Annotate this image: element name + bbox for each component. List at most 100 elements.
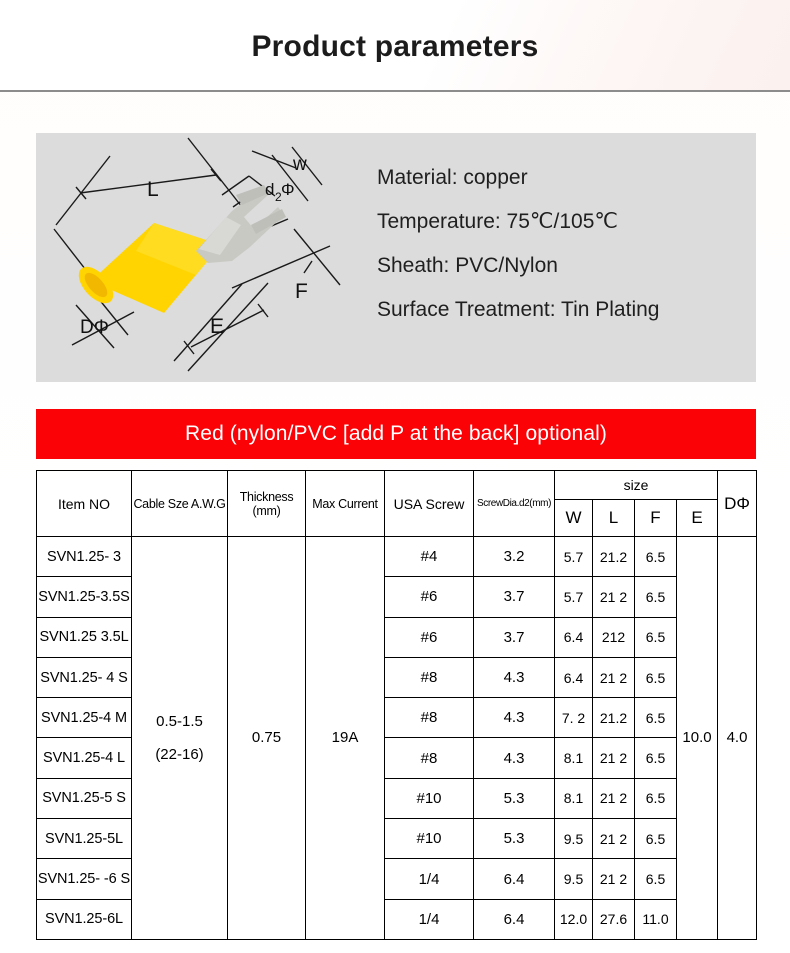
cable-size-awg: (22-16) bbox=[155, 745, 204, 763]
cell-size-w: 5.7 bbox=[554, 576, 593, 618]
cell-item-no: SVN1.25-4 M bbox=[36, 697, 132, 739]
cell-size-l: 21 2 bbox=[592, 576, 635, 618]
cell-usa-screw: #10 bbox=[384, 818, 474, 860]
cell-item-no: SVN1.25- 3 bbox=[36, 535, 132, 578]
header-screw-dia: ScrewDia.d2(mm) bbox=[473, 470, 555, 537]
header-size-w: W bbox=[554, 499, 593, 537]
spec-sheath: Sheath: PVC/Nylon bbox=[377, 254, 558, 277]
label-d-phi: DΦ bbox=[80, 317, 109, 338]
header-divider bbox=[0, 90, 790, 92]
cell-max-current-merged: 19A bbox=[305, 536, 385, 940]
cell-size-f: 6.5 bbox=[634, 656, 677, 699]
cell-item-no: SVN1.25-5L bbox=[36, 818, 132, 860]
cell-size-l: 21.2 bbox=[592, 535, 635, 578]
header-max-current: Max Current bbox=[305, 470, 385, 537]
header-size-e: E bbox=[675, 499, 719, 537]
cell-screw-dia: 4.3 bbox=[473, 656, 555, 699]
cell-size-w: 12.0 bbox=[554, 898, 593, 940]
cell-size-w: 6.4 bbox=[554, 616, 593, 658]
spec-temperature: Temperature: 75℃/105℃ bbox=[377, 210, 618, 233]
cell-size-w: 6.4 bbox=[554, 656, 593, 699]
cell-usa-screw: #8 bbox=[384, 697, 474, 739]
cell-usa-screw: #4 bbox=[384, 535, 474, 578]
cell-item-no: SVN1.25-3.5S bbox=[36, 576, 132, 618]
table-row: SVN1.25- 3 0.5-1.5 (22-16) 0.75 19A #4 3… bbox=[36, 535, 758, 940]
spec-material: Material: copper bbox=[377, 166, 528, 189]
cell-size-l: 21 2 bbox=[592, 777, 635, 820]
cell-size-l: 21 2 bbox=[592, 858, 635, 900]
insulation-barrel bbox=[78, 223, 221, 313]
cell-usa-screw: #10 bbox=[384, 777, 474, 820]
cell-size-w: 7. 2 bbox=[554, 697, 593, 739]
cell-thickness-merged: 0.75 bbox=[227, 536, 306, 940]
label-w: w bbox=[292, 154, 307, 175]
terminal-dimension-diagram: L w d 2 Φ F E DΦ bbox=[36, 133, 376, 382]
cell-usa-screw: #8 bbox=[384, 737, 474, 779]
cell-screw-dia: 5.3 bbox=[473, 777, 555, 820]
banner-text: Red (nylon/PVC [add P at the back] optio… bbox=[185, 422, 607, 445]
cell-size-l: 27.6 bbox=[592, 898, 635, 940]
label-d2-phi: Φ bbox=[281, 180, 295, 199]
cell-screw-dia: 3.7 bbox=[473, 576, 555, 618]
cell-size-l: 21 2 bbox=[592, 737, 635, 779]
label-l: L bbox=[147, 178, 159, 201]
table-row: SVN1.25-5L #10 5.3 9.5 21 2 6.5 bbox=[36, 818, 757, 860]
cell-usa-screw: 1/4 bbox=[384, 898, 474, 940]
header-d-phi: DΦ bbox=[717, 470, 758, 537]
cell-screw-dia: 3.2 bbox=[473, 535, 555, 578]
cell-item-no: SVN1.25 3.5L bbox=[36, 616, 132, 658]
table-row: SVN1.25 3.5L #6 3.7 6.4 212 6.5 bbox=[36, 616, 757, 658]
label-d2: d bbox=[265, 180, 274, 199]
spade-fork bbox=[196, 185, 286, 263]
cell-screw-dia: 3.7 bbox=[473, 616, 555, 658]
header-usa-screw: USA Screw bbox=[384, 470, 474, 537]
cell-size-w: 8.1 bbox=[554, 777, 593, 820]
cell-item-no: SVN1.25-5 S bbox=[36, 777, 132, 820]
cell-size-l: 212 bbox=[592, 616, 635, 658]
cell-usa-screw: #6 bbox=[384, 576, 474, 618]
page-header: Product parameters bbox=[0, 0, 790, 92]
dimension-labels: L w d 2 Φ F E DΦ bbox=[80, 154, 308, 338]
header-thickness: Thickness (mm) bbox=[227, 470, 306, 537]
cell-size-f: 6.5 bbox=[634, 858, 677, 900]
page-title: Product parameters bbox=[251, 30, 539, 63]
cell-size-w: 9.5 bbox=[554, 818, 593, 860]
cell-item-no: SVN1.25- -6 S bbox=[36, 858, 132, 900]
cell-item-no: SVN1.25-4 L bbox=[36, 737, 132, 779]
cell-item-no: SVN1.25-6L bbox=[36, 898, 132, 940]
cell-size-f: 6.5 bbox=[634, 818, 677, 860]
cell-screw-dia: 4.3 bbox=[473, 737, 555, 779]
cell-cable-size-merged: 0.5-1.5 (22-16) bbox=[131, 536, 228, 940]
cable-size-range: 0.5-1.5 bbox=[156, 712, 203, 730]
cell-size-f: 11.0 bbox=[634, 898, 677, 940]
cell-screw-dia: 6.4 bbox=[473, 858, 555, 900]
color-option-banner: Red (nylon/PVC [add P at the back] optio… bbox=[36, 409, 756, 459]
header-size-l: L bbox=[592, 499, 635, 537]
table-row: SVN1.25- -6 S 1/4 6.4 9.5 21 2 6.5 bbox=[36, 858, 757, 900]
cell-size-w: 9.5 bbox=[554, 858, 593, 900]
table-body: SVN1.25- 3 0.5-1.5 (22-16) 0.75 19A #4 3… bbox=[36, 535, 758, 940]
specification-table: Item NO Cable Sze A.W.G Thickness (mm) M… bbox=[36, 470, 758, 940]
label-e: E bbox=[210, 315, 224, 338]
cell-size-e-merged: 10.0 bbox=[675, 536, 719, 940]
terminal-drawing: L w d 2 Φ F E DΦ bbox=[53, 137, 341, 372]
header-cable-size: Cable Sze A.W.G bbox=[131, 470, 228, 537]
cell-size-f: 6.5 bbox=[634, 737, 677, 779]
header-size-group: size bbox=[553, 470, 719, 500]
cell-usa-screw: 1/4 bbox=[384, 858, 474, 900]
table-row: SVN1.25-3.5S #6 3.7 5.7 21 2 6.5 bbox=[36, 576, 757, 618]
cell-size-l: 21 2 bbox=[592, 656, 635, 699]
cell-size-f: 6.5 bbox=[634, 616, 677, 658]
header-item-no: Item NO bbox=[36, 470, 132, 537]
cell-size-l: 21 2 bbox=[592, 818, 635, 860]
cell-size-f: 6.5 bbox=[634, 777, 677, 820]
table-row: SVN1.25-4 M #8 4.3 7. 2 21.2 6.5 bbox=[36, 697, 757, 739]
label-d2-subscript: 2 bbox=[275, 190, 282, 204]
cell-screw-dia: 4.3 bbox=[473, 697, 555, 739]
cell-usa-screw: #6 bbox=[384, 616, 474, 658]
cell-d-phi-merged: 4.0 bbox=[717, 536, 758, 940]
header-size-f: F bbox=[634, 499, 677, 537]
cell-screw-dia: 5.3 bbox=[473, 818, 555, 860]
table-row: SVN1.25-4 L #8 4.3 8.1 21 2 6.5 bbox=[36, 737, 757, 779]
